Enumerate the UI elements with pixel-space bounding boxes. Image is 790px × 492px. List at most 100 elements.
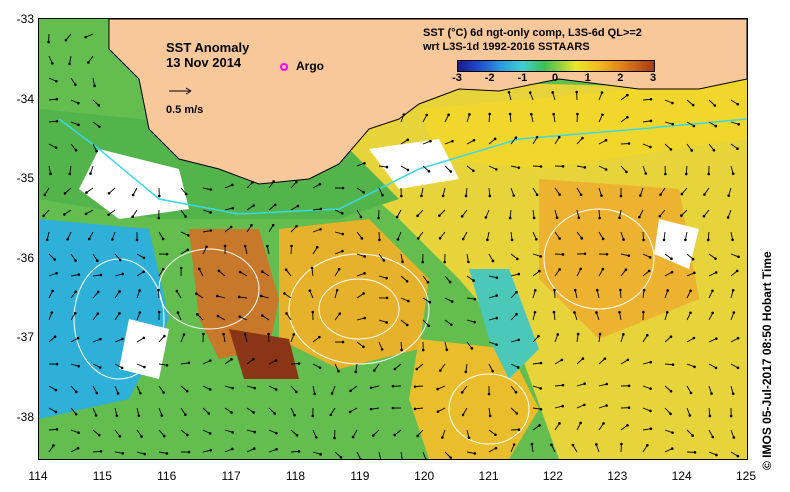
velocity-arrow [510, 137, 517, 145]
velocity-arrow-head [416, 434, 419, 438]
velocity-arrow-head [494, 168, 498, 171]
velocity-arrow [642, 407, 651, 412]
velocity-arrow-head [314, 436, 318, 439]
velocity-arrow-head [378, 238, 381, 242]
velocity-arrow-head [143, 365, 146, 369]
no-data-patch-4 [654, 219, 699, 269]
velocity-arrow [92, 77, 95, 86]
velocity-arrow-head [714, 257, 717, 260]
velocity-arrow [350, 385, 358, 392]
lon-tick-label: 114 [28, 469, 48, 483]
velocity-arrow [70, 253, 76, 261]
velocity-arrow-head [363, 255, 366, 258]
velocity-arrow [422, 319, 429, 327]
velocity-arrow-head [292, 333, 296, 336]
velocity-arrow-head [605, 404, 608, 407]
velocity-arrow-head [121, 272, 125, 276]
velocity-arrow-head [708, 414, 712, 418]
velocity-arrow [158, 451, 167, 454]
velocity-arrow-head [205, 245, 208, 249]
velocity-arrow [312, 228, 321, 233]
velocity-arrow [378, 319, 387, 323]
velocity-arrow [355, 363, 358, 372]
velocity-arrow-head [626, 93, 629, 97]
velocity-arrow-head [297, 362, 301, 365]
velocity-arrow-head [529, 112, 533, 116]
velocity-arrow-head [488, 112, 492, 116]
velocity-arrow [224, 184, 233, 189]
velocity-arrow [598, 114, 603, 123]
velocity-arrow [485, 209, 490, 218]
sst-map-canvas [39, 19, 747, 459]
velocity-arrow-head [138, 289, 141, 292]
velocity-arrow [400, 114, 405, 123]
velocity-arrow [532, 136, 538, 145]
velocity-arrow-head [693, 451, 697, 454]
velocity-arrow [268, 407, 276, 414]
velocity-arrow-head [449, 170, 453, 173]
velocity-arrow [246, 358, 254, 365]
velocity-arrow [660, 187, 666, 195]
colorbar-title: SST (°C) 6d ngt-only comp, L3S-6d QL>=2 … [423, 26, 642, 54]
velocity-arrow-head [535, 193, 539, 197]
velocity-arrow-head [63, 192, 67, 195]
velocity-arrow [330, 407, 336, 416]
velocity-arrow-head [539, 255, 542, 258]
velocity-arrow-head [731, 288, 735, 292]
velocity-arrow [642, 98, 652, 101]
velocity-arrow [684, 231, 688, 240]
velocity-arrow [158, 385, 165, 393]
velocity-arrow-head [571, 443, 575, 447]
velocity-arrow-head [689, 289, 692, 293]
velocity-arrow-head [713, 104, 717, 107]
velocity-arrow-head [75, 390, 78, 394]
velocity-arrow [620, 269, 627, 277]
velocity-arrow-head [274, 388, 278, 391]
velocity-arrow-head [561, 253, 565, 256]
velocity-arrow-head [333, 436, 336, 440]
velocity-arrow-head [472, 279, 475, 282]
velocity-arrow-head [622, 238, 625, 241]
velocity-arrow [312, 385, 316, 394]
velocity-arrow [532, 362, 541, 365]
velocity-arrow-head [619, 288, 622, 292]
velocity-arrow-head [690, 149, 694, 152]
lon-tick-label: 117 [221, 469, 241, 483]
velocity-arrow-head [55, 119, 59, 123]
velocity-arrow [378, 253, 385, 261]
velocity-arrow-head [535, 237, 538, 241]
velocity-arrow-head [715, 453, 718, 457]
velocity-arrow-head [295, 224, 298, 228]
velocity-arrow [598, 139, 607, 145]
velocity-arrow [202, 187, 211, 190]
velocity-arrow-head [64, 38, 68, 42]
velocity-arrow-head [341, 340, 345, 344]
velocity-arrow [681, 209, 688, 216]
map-title: SST Anomaly 13 Nov 2014 [166, 40, 249, 70]
velocity-arrow-head [348, 410, 352, 414]
velocity-arrow [132, 187, 138, 196]
velocity-arrow [334, 313, 341, 321]
velocity-arrow-head [142, 336, 146, 340]
velocity-arrow-head [275, 448, 278, 451]
velocity-arrow-head [460, 391, 464, 394]
velocity-arrow [488, 113, 491, 123]
velocity-arrow [136, 451, 145, 455]
velocity-arrow [664, 448, 673, 453]
velocity-arrow [202, 449, 211, 453]
velocity-arrow-head [77, 123, 80, 127]
current-line [58, 118, 747, 215]
velocity-arrow-head [252, 411, 255, 414]
velocity-arrow-head [250, 224, 253, 227]
velocity-arrow [268, 360, 277, 365]
velocity-arrow [488, 447, 497, 453]
velocity-arrow-head [54, 388, 58, 392]
velocity-arrow [642, 253, 651, 258]
velocity-arrow [595, 312, 600, 321]
velocity-arrow-head [714, 124, 718, 128]
velocity-arrow-head [736, 147, 739, 150]
velocity-arrow [48, 428, 58, 431]
velocity-arrows [42, 33, 740, 459]
velocity-arrow-head [670, 447, 674, 450]
velocity-arrow [708, 121, 717, 127]
